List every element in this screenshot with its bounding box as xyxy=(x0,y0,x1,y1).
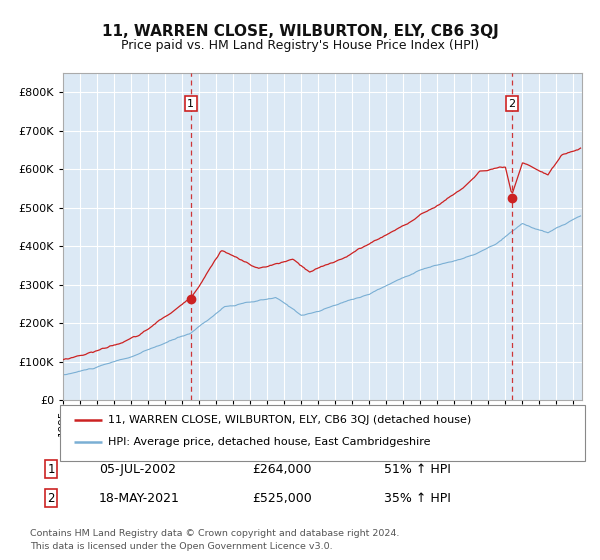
Text: Price paid vs. HM Land Registry's House Price Index (HPI): Price paid vs. HM Land Registry's House … xyxy=(121,39,479,52)
Text: 1: 1 xyxy=(187,99,194,109)
Text: HPI: Average price, detached house, East Cambridgeshire: HPI: Average price, detached house, East… xyxy=(108,437,431,447)
Text: £264,000: £264,000 xyxy=(252,463,311,476)
Text: 05-JUL-2002: 05-JUL-2002 xyxy=(99,463,176,476)
Text: Contains HM Land Registry data © Crown copyright and database right 2024.: Contains HM Land Registry data © Crown c… xyxy=(30,529,400,538)
Text: 2: 2 xyxy=(47,492,55,505)
Text: 11, WARREN CLOSE, WILBURTON, ELY, CB6 3QJ (detached house): 11, WARREN CLOSE, WILBURTON, ELY, CB6 3Q… xyxy=(108,415,471,425)
Text: 11, WARREN CLOSE, WILBURTON, ELY, CB6 3QJ: 11, WARREN CLOSE, WILBURTON, ELY, CB6 3Q… xyxy=(101,24,499,39)
Text: 1: 1 xyxy=(47,463,55,476)
Text: 18-MAY-2021: 18-MAY-2021 xyxy=(99,492,180,505)
Text: 2: 2 xyxy=(508,99,515,109)
Text: This data is licensed under the Open Government Licence v3.0.: This data is licensed under the Open Gov… xyxy=(30,542,332,550)
Text: 51% ↑ HPI: 51% ↑ HPI xyxy=(384,463,451,476)
Text: £525,000: £525,000 xyxy=(252,492,312,505)
Text: 35% ↑ HPI: 35% ↑ HPI xyxy=(384,492,451,505)
